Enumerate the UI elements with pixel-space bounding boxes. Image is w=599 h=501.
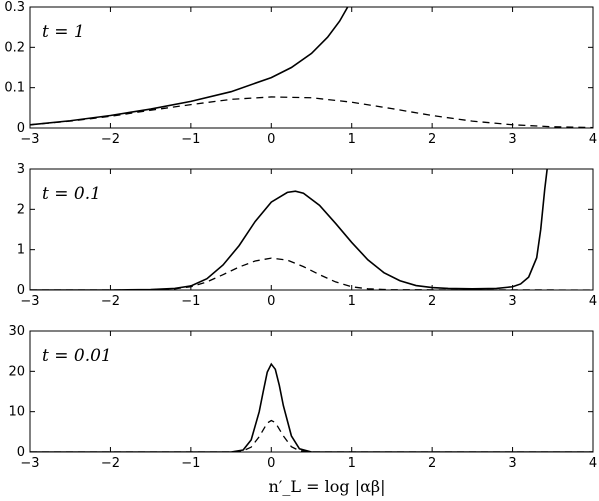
x-tick-label: −1 (181, 456, 200, 471)
series-line-solid (30, 362, 593, 452)
x-tick-label: 4 (589, 132, 597, 147)
x-axis-label: n′_L = log |αβ| (268, 477, 385, 496)
y-tick-label: 0.3 (4, 0, 25, 15)
x-tick-label: 1 (348, 456, 356, 471)
series-line-dashed (30, 257, 593, 290)
plot-frame (29, 330, 594, 453)
chart-panel-2: −3 −2 −1 0 1 2 3 4 0 1 2 3 t = 0.1 (17, 162, 597, 309)
x-tick-label: 4 (589, 456, 597, 471)
plot-frame (29, 6, 594, 129)
x-tick-label: 1 (348, 132, 356, 147)
chart-panel-1: −3 −2 −1 0 1 2 3 4 0 0.1 0.2 0.3 t = 1 (4, 0, 597, 147)
x-tick-label: 4 (589, 294, 597, 309)
y-tick-label: 0 (17, 283, 25, 298)
x-tick-label: −2 (101, 456, 120, 471)
x-tick-label: −1 (181, 294, 200, 309)
x-tick-label: 3 (508, 132, 516, 147)
y-tick-label: 1 (17, 243, 25, 258)
x-tick-label: 2 (428, 132, 436, 147)
y-tick-label: 3 (17, 162, 25, 177)
y-tick-label: 0 (17, 121, 25, 136)
y-tick-label: 2 (17, 202, 25, 217)
x-tick-label: 3 (508, 294, 516, 309)
plot-frame (29, 168, 594, 291)
series-line-solid (30, 7, 349, 126)
x-tick-label: 0 (267, 132, 275, 147)
x-tick-label: −1 (181, 132, 200, 147)
panel-label: t = 1 (42, 22, 85, 42)
y-tick-label: 0.2 (4, 40, 25, 55)
x-tick-label: −3 (20, 294, 39, 309)
chart-panel-3: −3 −2 −1 0 1 2 3 4 0 10 20 30 t = 0.01 (8, 324, 597, 471)
panel-label: t = 0.01 (42, 346, 112, 366)
y-tick-label: 20 (8, 364, 25, 379)
x-tick-label: 2 (428, 456, 436, 471)
x-tick-label: 0 (267, 456, 275, 471)
panel-label: t = 0.1 (42, 184, 101, 204)
x-tick-label: −2 (101, 294, 120, 309)
x-tick-label: 3 (508, 456, 516, 471)
series-line-dashed (30, 96, 593, 128)
x-tick-label: 1 (348, 294, 356, 309)
series-line-solid (30, 169, 548, 290)
y-tick-label: 0.1 (4, 81, 25, 96)
series-line-dashed (30, 419, 593, 452)
x-tick-label: −2 (101, 132, 120, 147)
x-tick-label: −3 (20, 456, 39, 471)
y-tick-label: 30 (8, 324, 25, 339)
x-tick-label: −3 (20, 132, 39, 147)
y-tick-label: 0 (17, 445, 25, 460)
x-tick-label: 0 (267, 294, 275, 309)
x-tick-label: 2 (428, 294, 436, 309)
y-tick-label: 10 (8, 405, 25, 420)
